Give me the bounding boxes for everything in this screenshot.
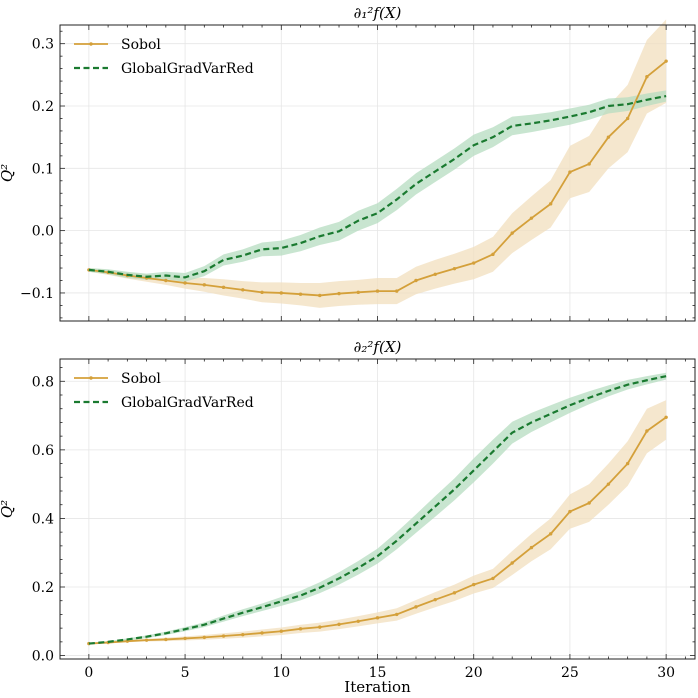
x-tick-label: 25 [561,665,579,681]
sobol-data-point [529,216,534,220]
y-axis-ticks [60,367,695,656]
sobol-data-point [587,501,591,505]
sobol-confidence-band [88,19,667,308]
sobol-data-point [298,627,303,631]
top-chart-panel: −0.1 0.0 0.1 0.2 0.3 ∂₁²f(X) Q² Sobol GlobalGrad… [0,4,696,322]
sobol-data-point [645,429,649,433]
x-tick-label: 5 [181,665,190,681]
y-tick-label: 0.8 [32,374,54,390]
x-tick-label: 20 [465,665,483,681]
sobol-data-point [337,622,341,627]
sobol-data-point [625,461,630,466]
sobol-data-point [510,231,514,235]
sobol-data-point [202,283,207,287]
sobol-confidence-band [88,400,667,644]
sobol-data-point [164,637,168,642]
sobol-data-point [606,135,611,139]
legend-label-globalgradvarred: GlobalGradVarRed [121,395,254,411]
x-axis-ticks [88,25,686,321]
sobol-data-point [395,612,399,617]
y-tick-label: 0.4 [32,511,54,527]
sobol-data-point [433,597,437,602]
sobol-data-point [664,415,668,419]
sobol-data-point [606,482,611,486]
sobol-data-point [625,116,630,121]
sobol-data-point [260,290,264,295]
legend: Sobol GlobalGradVarRed [74,371,254,411]
sobol-data-point [144,638,149,642]
sobol-data-point [279,291,283,295]
sobol-data-point [395,289,399,293]
chart-title: ∂₂²f(X) [354,338,402,356]
legend: Sobol GlobalGradVarRed [74,37,254,77]
chart-title: ∂₁²f(X) [354,4,402,22]
y-tick-label: 0.3 [32,37,54,53]
globalgradvarred-series-line [88,94,667,279]
y-tick-label: −0.1 [20,286,54,302]
y-tick-label: 0.0 [32,649,54,665]
y-tick-label: 0.0 [32,224,54,240]
sobol-data-point [664,59,668,63]
legend-label-sobol: Sobol [121,371,161,387]
x-axis-ticks [88,359,686,659]
y-tick-label: 0.1 [32,161,54,177]
x-tick-label: 15 [369,665,387,681]
sobol-data-point [491,252,495,257]
sobol-data-point [221,634,226,638]
sobol-data-point [164,278,168,283]
y-axis-ticks [60,30,695,319]
x-tick-label: 0 [84,665,93,681]
y-tick-label: 0.2 [32,580,54,596]
sobol-data-point [452,591,457,595]
sobol-data-point [260,631,264,635]
sobol-data-point [587,162,591,166]
x-tick-label: 30 [657,665,675,681]
sobol-data-point [568,509,572,514]
sobol-data-point [548,532,553,536]
sobol-data-point [202,635,207,640]
sobol-data-point [183,636,187,641]
sobol-data-point [298,292,303,296]
sobol-data-point [452,266,457,271]
sobol-data-point [433,272,437,276]
sobol-data-point [472,582,476,587]
legend-marker-sobol [89,42,93,46]
sobol-data-point [375,289,380,293]
sobol-data-point [279,629,283,633]
sobol-data-point [472,261,476,265]
x-axis-label: Iteration [344,678,411,696]
globalgradvarred-series-line [88,375,667,645]
sobol-data-point [375,616,380,620]
y-axis-label: Q² [0,164,16,182]
sobol-data-point [356,619,360,623]
sobol-data-point [510,561,514,565]
sobol-data-point [548,202,553,206]
legend-label-sobol: Sobol [121,37,161,53]
sobol-data-point [337,291,341,296]
sobol-data-point [241,632,245,637]
sobol-data-point [645,75,649,79]
globalgradvarred-confidence-band [88,90,667,282]
y-axis-label: Q² [0,500,16,518]
sobol-data-point [568,170,572,174]
x-tick-label: 10 [272,665,290,681]
sobol-data-point [529,545,534,550]
legend-marker-sobol [89,376,93,380]
y-tick-label: 0.6 [32,443,54,459]
sobol-data-point [318,293,322,298]
sobol-data-point [356,290,360,295]
sobol-data-point [414,278,418,283]
y-tick-label: 0.2 [32,99,54,115]
sobol-data-point [221,285,226,290]
legend-label-globalgradvarred: GlobalGradVarRed [121,61,254,77]
sobol-data-point [318,625,322,629]
sobol-data-point [183,281,187,285]
sobol-data-point [241,288,245,292]
sobol-data-point [414,605,418,609]
sobol-data-point [491,576,495,581]
bottom-chart-panel: 0.0 0.2 0.4 0.6 0.8 0 5 10 15 20 25 30 ∂₂²f(X) Q² Iter… [0,338,696,696]
